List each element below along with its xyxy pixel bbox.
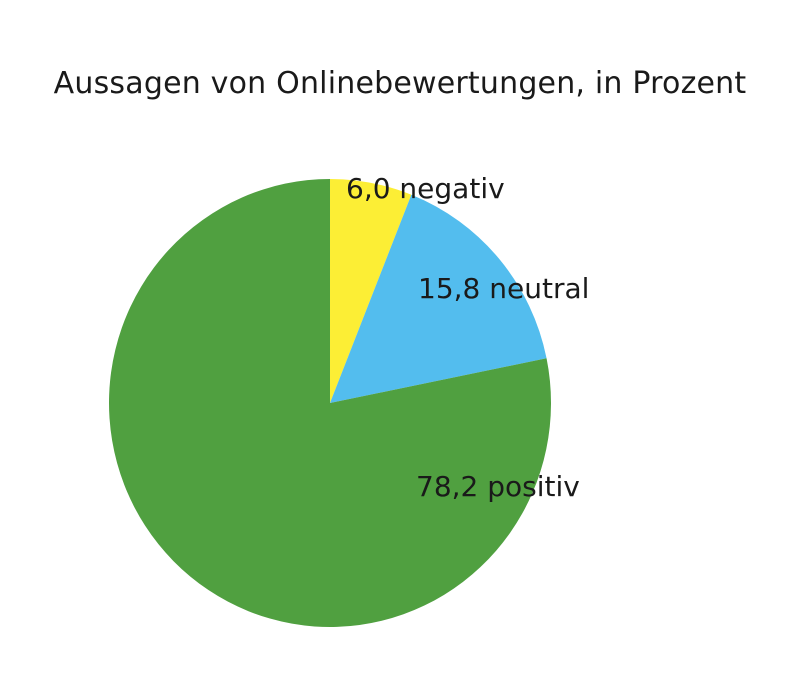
slice-label-positiv: 78,2 positiv [416,470,580,503]
pie-slice-positiv [109,179,552,627]
slice-label-negativ: 6,0 negativ [346,172,505,205]
pie-slice-negativ [330,179,412,403]
pie-slice-neutral [330,194,547,403]
chart-title: Aussagen von Onlinebewertungen, in Proze… [53,66,747,101]
slice-label-neutral: 15,8 neutral [418,272,589,305]
